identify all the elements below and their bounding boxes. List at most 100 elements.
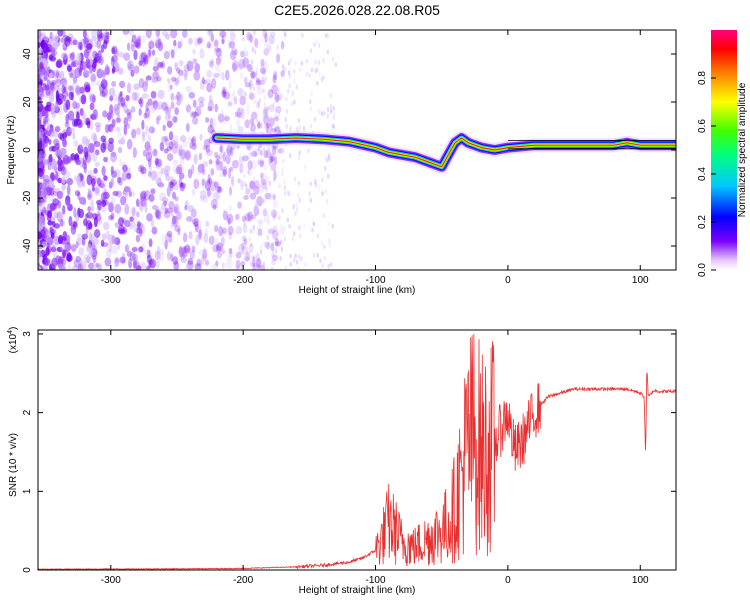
noise-dot — [166, 153, 174, 162]
noise-dot — [157, 255, 161, 263]
noise-dot — [244, 76, 248, 83]
noise-dot — [259, 161, 263, 167]
noise-dot — [185, 104, 192, 113]
noise-dot — [163, 210, 171, 219]
noise-dot — [288, 223, 291, 229]
noise-dot — [262, 30, 267, 39]
noise-dot — [234, 48, 238, 56]
noise-dot — [148, 261, 156, 270]
noise-dot — [271, 259, 276, 266]
noise-dot — [188, 231, 193, 240]
noise-dot — [109, 104, 114, 115]
noise-dot — [138, 201, 144, 212]
noise-dot — [263, 123, 267, 129]
noise-dot — [302, 125, 306, 131]
noise-dot — [166, 145, 172, 152]
noise-dot — [156, 76, 162, 82]
noise-dot — [66, 184, 71, 196]
noise-dot — [212, 244, 219, 253]
noise-dot — [215, 185, 222, 193]
noise-dot — [274, 107, 278, 113]
colorbar: 0.0 0.2 0.4 0.6 0.8 Normalized spectral ampl… — [697, 30, 748, 277]
noise-dot — [204, 259, 210, 266]
noise-dot — [50, 228, 56, 235]
noise-dot — [101, 165, 106, 177]
noise-dot — [274, 92, 280, 103]
noise-dot — [107, 141, 114, 153]
noise-dot — [123, 186, 131, 193]
noise-dot — [123, 124, 128, 136]
noise-dot — [317, 43, 321, 49]
noise-dot — [293, 99, 296, 105]
noise-dot — [214, 47, 221, 53]
noise-dot — [111, 245, 118, 255]
noise-dot — [110, 178, 115, 186]
noise-dot — [49, 56, 57, 62]
noise-dot — [260, 264, 266, 270]
noise-dot — [95, 262, 99, 268]
noise-dot — [60, 37, 65, 43]
noise-dot — [262, 61, 269, 73]
noise-dot — [82, 155, 87, 165]
noise-dot — [57, 177, 62, 184]
noise-dot — [246, 31, 252, 41]
noise-dot — [248, 79, 253, 90]
noise-dot — [309, 99, 312, 105]
noise-dot — [222, 210, 229, 221]
noise-dot — [220, 236, 225, 247]
noise-dot — [221, 38, 225, 45]
noise-dot — [229, 247, 233, 259]
noise-dot — [194, 63, 201, 73]
noise-dot — [100, 192, 108, 201]
noise-dot — [291, 90, 295, 96]
noise-dot — [314, 68, 317, 74]
noise-dot — [144, 107, 151, 119]
noise-dot — [217, 185, 222, 193]
noise-dot — [255, 79, 262, 86]
noise-dot — [250, 159, 258, 170]
noise-dot — [176, 164, 183, 174]
noise-dot — [102, 110, 108, 118]
noise-dot — [150, 219, 155, 228]
noise-dot — [251, 111, 258, 120]
noise-dot — [100, 142, 107, 153]
noise-dot — [320, 77, 324, 83]
noise-dot — [237, 126, 244, 133]
noise-dot — [175, 166, 182, 175]
noise-dot — [181, 30, 188, 39]
noise-dot — [57, 200, 62, 209]
noise-dot — [143, 190, 151, 201]
noise-dot — [288, 152, 292, 158]
noise-dot — [89, 119, 94, 131]
noise-dot — [166, 186, 171, 197]
noise-dot — [148, 165, 153, 176]
noise-dot — [257, 146, 261, 152]
snr-xlabel: Height of straight line (km) — [299, 585, 416, 596]
noise-dot — [214, 103, 219, 113]
noise-dot — [156, 170, 162, 180]
noise-dot — [277, 87, 280, 93]
noise-dot — [143, 55, 149, 64]
noise-dot — [164, 165, 171, 172]
noise-dot — [224, 148, 230, 157]
colorbar-tick-label: 0.8 — [697, 71, 708, 85]
noise-dot — [242, 155, 249, 162]
noise-dot — [281, 171, 284, 177]
noise-dot — [134, 91, 140, 102]
noise-dot — [313, 42, 316, 48]
noise-dot — [177, 41, 182, 49]
noise-dot — [153, 57, 159, 68]
noise-dot — [73, 259, 80, 268]
noise-dot — [104, 64, 110, 75]
noise-dot — [250, 242, 253, 248]
noise-dot — [135, 265, 142, 270]
noise-dot — [326, 106, 330, 112]
noise-dot — [146, 112, 151, 122]
noise-dot — [192, 99, 197, 108]
noise-dot — [141, 130, 146, 137]
noise-dot — [131, 246, 138, 253]
noise-dot — [166, 230, 173, 238]
noise-dot — [250, 214, 257, 220]
noise-dot — [222, 168, 227, 178]
noise-dot — [126, 42, 131, 51]
